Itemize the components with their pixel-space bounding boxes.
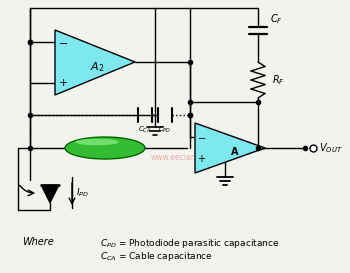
Text: $A_2$: $A_2$ — [90, 60, 104, 74]
Text: $-$: $-$ — [197, 132, 206, 142]
Text: $C_{PD}$ = Photodiode parasitic capacitance: $C_{PD}$ = Photodiode parasitic capacita… — [100, 237, 279, 250]
Ellipse shape — [75, 139, 119, 145]
Text: $C_{PD}$: $C_{PD}$ — [158, 125, 172, 135]
Text: $+$: $+$ — [197, 153, 206, 165]
Text: www.eecians.com.cn: www.eecians.com.cn — [150, 153, 230, 162]
Text: $R_F$: $R_F$ — [272, 73, 285, 87]
Polygon shape — [41, 185, 59, 203]
Text: $+$: $+$ — [58, 78, 68, 88]
Text: A: A — [231, 147, 239, 157]
Text: $C_{CA}$ = Cable capacitance: $C_{CA}$ = Cable capacitance — [100, 250, 213, 263]
Polygon shape — [195, 123, 265, 173]
Text: $V_{OUT}$: $V_{OUT}$ — [319, 141, 343, 155]
Ellipse shape — [65, 137, 145, 159]
Text: Where: Where — [22, 237, 54, 247]
Text: $C_F$: $C_F$ — [270, 13, 283, 26]
Text: $C_{CA}$: $C_{CA}$ — [138, 125, 152, 135]
Text: $-$: $-$ — [58, 37, 68, 47]
Text: $I_{PD}$: $I_{PD}$ — [76, 186, 89, 199]
Polygon shape — [55, 30, 135, 95]
